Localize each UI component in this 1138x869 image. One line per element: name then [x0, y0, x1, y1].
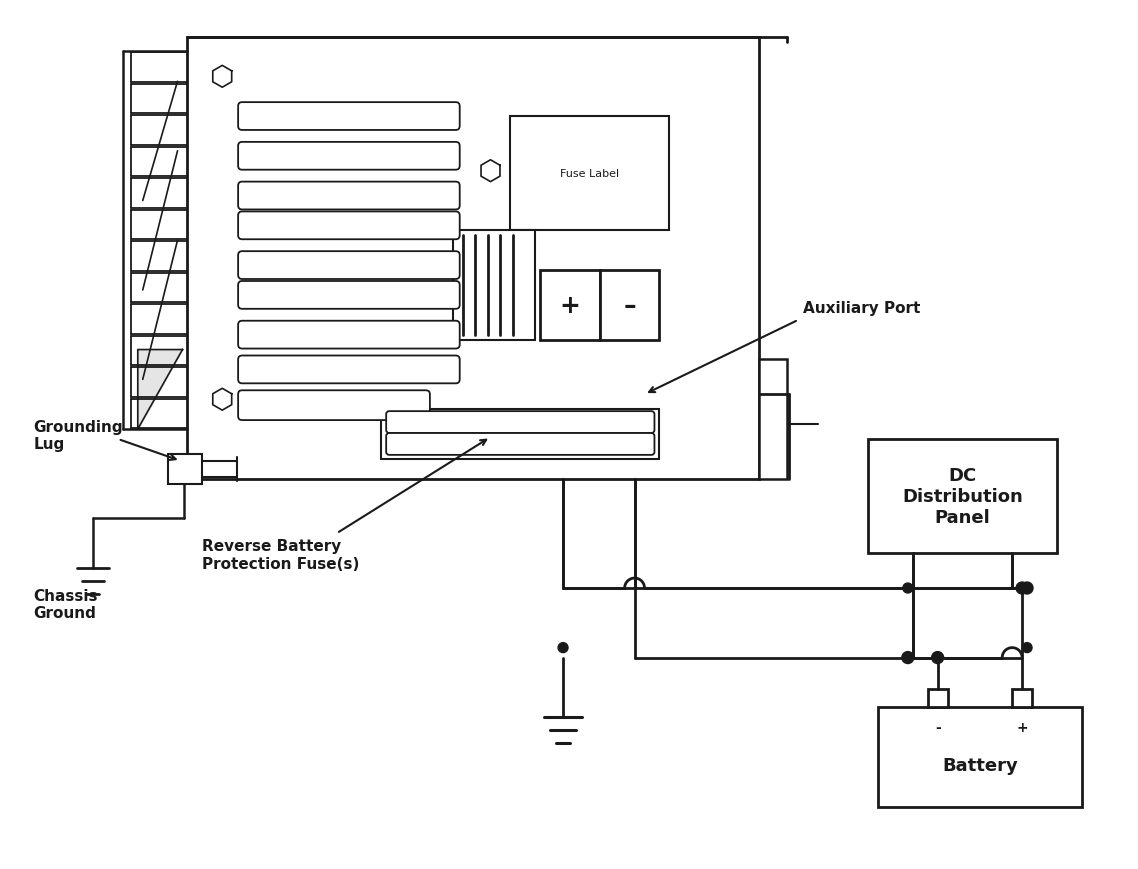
- Circle shape: [534, 360, 593, 420]
- Bar: [600, 271, 659, 341]
- FancyBboxPatch shape: [386, 412, 654, 434]
- Text: -: -: [934, 720, 940, 734]
- FancyBboxPatch shape: [238, 282, 460, 309]
- Bar: [381, 409, 659, 460]
- Text: Battery: Battery: [942, 756, 1017, 774]
- Bar: [927, 690, 948, 707]
- Circle shape: [195, 70, 211, 85]
- Circle shape: [472, 154, 509, 189]
- Text: Grounding
Lug: Grounding Lug: [33, 420, 123, 452]
- Circle shape: [205, 59, 240, 95]
- Circle shape: [1022, 643, 1032, 653]
- Circle shape: [902, 583, 913, 594]
- Circle shape: [174, 460, 195, 479]
- FancyBboxPatch shape: [238, 322, 460, 349]
- Text: DC
Distribution
Panel: DC Distribution Panel: [902, 467, 1023, 527]
- FancyBboxPatch shape: [386, 434, 654, 455]
- FancyBboxPatch shape: [238, 356, 460, 384]
- FancyBboxPatch shape: [238, 143, 460, 170]
- FancyBboxPatch shape: [238, 252, 460, 280]
- FancyBboxPatch shape: [238, 391, 430, 421]
- Text: Auxiliary Port: Auxiliary Port: [803, 301, 921, 315]
- Circle shape: [604, 360, 665, 420]
- Circle shape: [543, 370, 583, 409]
- Text: +: +: [560, 294, 580, 317]
- Bar: [541, 271, 600, 341]
- Text: Chassis
Ground: Chassis Ground: [33, 588, 98, 620]
- Circle shape: [555, 381, 571, 398]
- Bar: [759, 360, 786, 479]
- Bar: [868, 440, 1057, 554]
- Text: –: –: [624, 294, 636, 317]
- Bar: [453, 231, 535, 341]
- Text: Reverse Battery
Protection Fuse(s): Reverse Battery Protection Fuse(s): [203, 539, 360, 571]
- Circle shape: [627, 381, 643, 398]
- Polygon shape: [138, 350, 182, 429]
- FancyBboxPatch shape: [238, 182, 460, 210]
- FancyBboxPatch shape: [238, 212, 460, 240]
- Bar: [167, 454, 203, 484]
- Bar: [879, 707, 1082, 806]
- Circle shape: [901, 652, 914, 664]
- Circle shape: [1021, 582, 1033, 594]
- Circle shape: [615, 370, 654, 409]
- Circle shape: [932, 652, 943, 664]
- Text: Fuse Label: Fuse Label: [560, 169, 619, 179]
- Text: +: +: [1016, 720, 1028, 734]
- FancyBboxPatch shape: [238, 103, 460, 131]
- Bar: [510, 117, 669, 231]
- Circle shape: [1016, 582, 1028, 594]
- Bar: [1012, 690, 1032, 707]
- Circle shape: [205, 381, 240, 418]
- Circle shape: [558, 643, 568, 653]
- Bar: [188, 37, 759, 479]
